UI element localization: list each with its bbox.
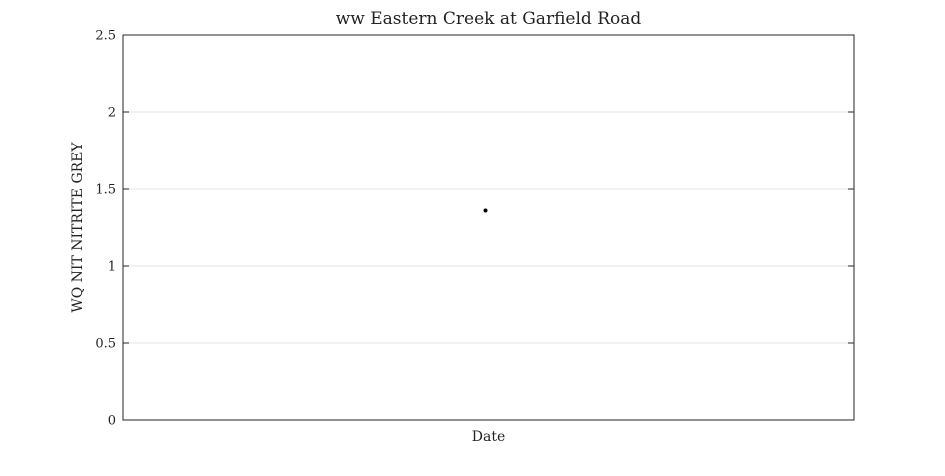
chart-title: ww Eastern Creek at Garfield Road — [336, 9, 642, 29]
y-tick-label: 0.5 — [95, 337, 116, 352]
y-axis-ticks: 0 0.5 1 1.5 2 2.5 — [95, 29, 854, 429]
y-tick-label: 1.5 — [95, 183, 116, 198]
data-points — [483, 208, 488, 213]
gridlines — [123, 111, 854, 344]
y-tick-label: 2 — [108, 106, 116, 121]
data-point — [483, 208, 488, 213]
y-tick-label: 0 — [108, 414, 116, 429]
x-axis-label: Date — [472, 429, 505, 445]
y-tick-label: 1 — [108, 260, 116, 275]
y-axis-label: WQ NIT NITRITE GREY — [70, 142, 86, 313]
plot-area — [122, 34, 855, 421]
y-tick-label: 2.5 — [95, 29, 116, 44]
